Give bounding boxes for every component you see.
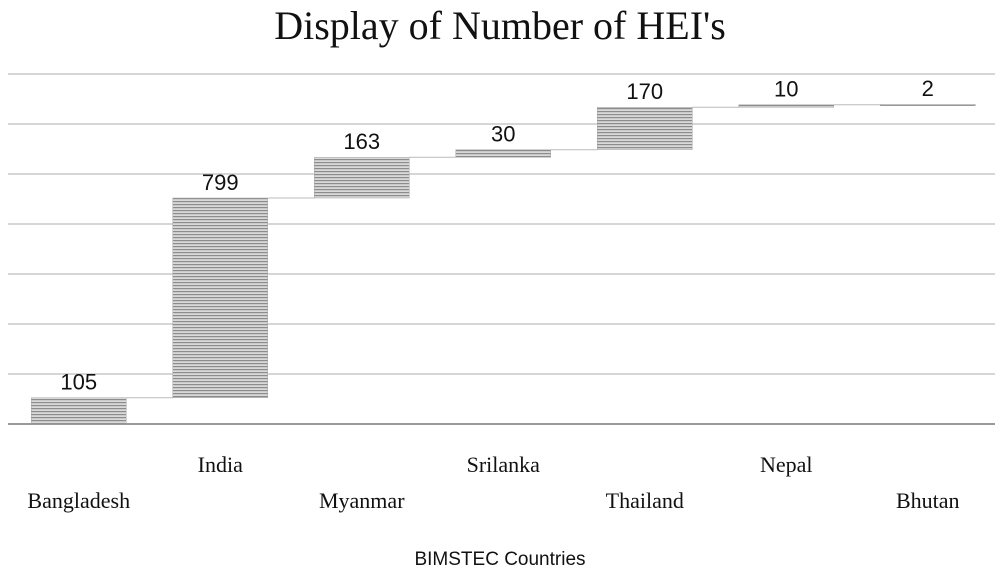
data-label: 163 (343, 129, 380, 154)
bar (880, 104, 976, 106)
data-label: 105 (60, 370, 97, 395)
bar (314, 157, 410, 199)
x-tick-label: Srilanka (467, 452, 541, 477)
bar (31, 397, 127, 425)
data-label: 170 (626, 79, 663, 104)
data-label: 30 (491, 122, 515, 147)
x-tick-label: Thailand (606, 488, 684, 513)
data-label: 10 (774, 77, 798, 102)
x-tick-label: Nepal (760, 452, 813, 477)
data-label: 799 (202, 170, 239, 195)
x-tick-label: Bhutan (896, 488, 960, 513)
data-label: 2 (922, 76, 934, 101)
x-tick-label: India (198, 452, 243, 477)
x-tick-label: Myanmar (319, 488, 405, 513)
x-axis-title: BIMSTEC Countries (414, 549, 585, 570)
bar (455, 149, 551, 158)
chart-title: Display of Number of HEI's (274, 3, 726, 48)
bar (597, 107, 693, 150)
x-tick-label: Bangladesh (27, 488, 130, 513)
bar (172, 197, 268, 398)
bar (738, 104, 834, 108)
